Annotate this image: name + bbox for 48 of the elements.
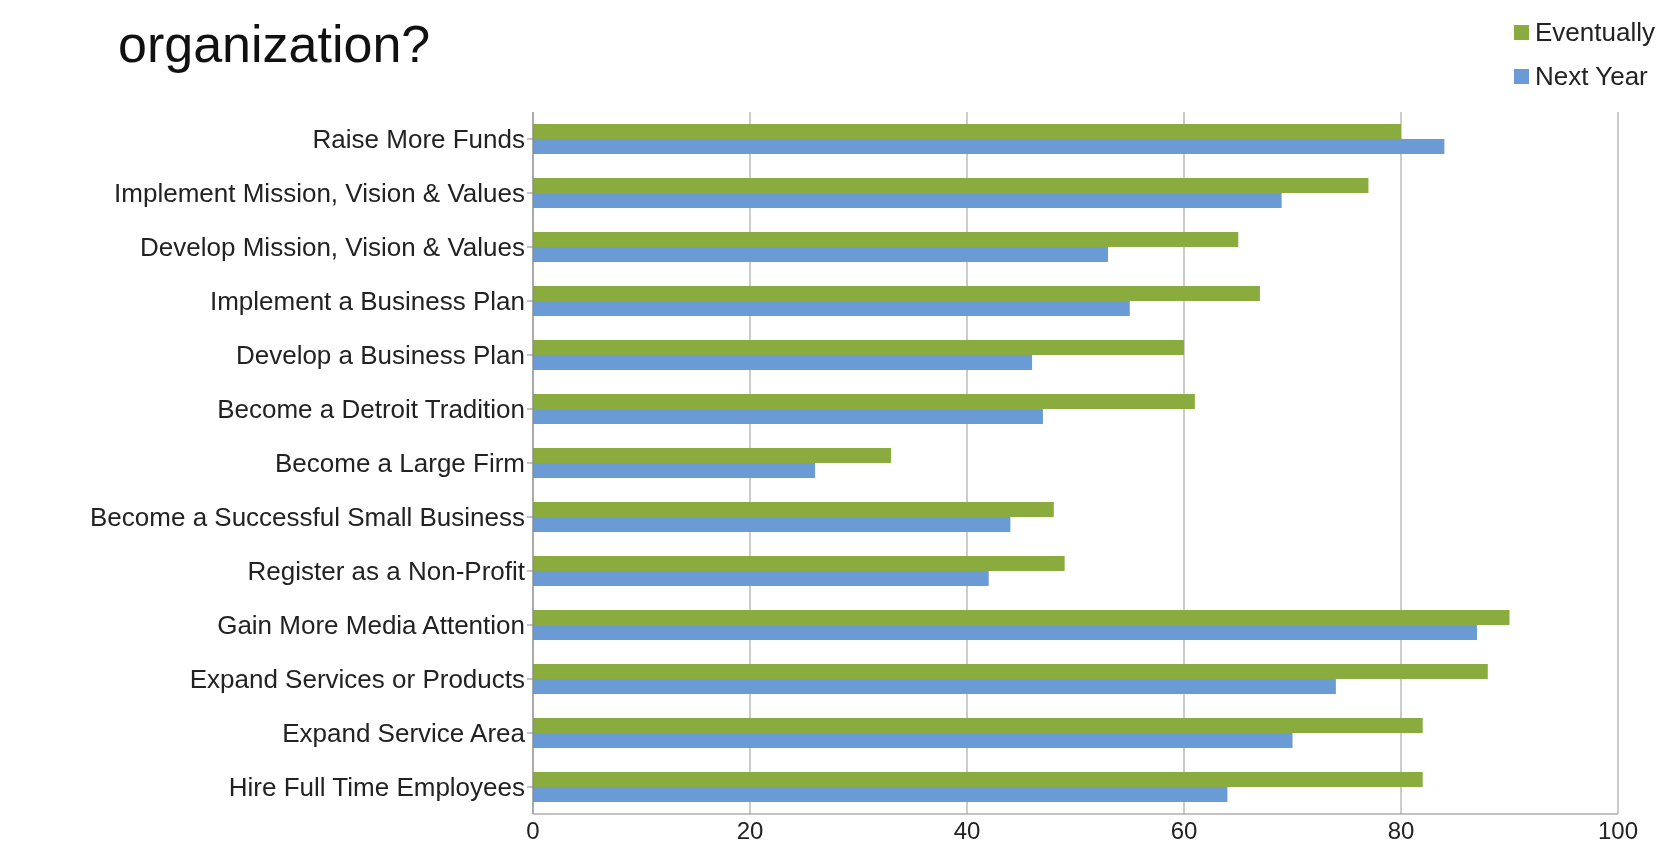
- bar: [533, 679, 1336, 694]
- bar: [533, 502, 1054, 517]
- y-tick-label: Gain More Media Attention: [217, 610, 525, 641]
- chart-title: organization?: [118, 14, 431, 74]
- bar: [533, 625, 1477, 640]
- bar: [533, 718, 1423, 733]
- y-tick-label: Implement Mission, Vision & Values: [114, 178, 525, 209]
- y-tick-label: Implement a Business Plan: [209, 286, 525, 317]
- bar: [533, 448, 892, 463]
- bar: [533, 247, 1109, 262]
- y-tick-label: Develop a Business Plan: [235, 340, 525, 371]
- y-tick-label: Become a Detroit Tradition: [217, 394, 525, 425]
- bar: [533, 610, 1510, 625]
- y-tick-label: Expand Services or Products: [189, 664, 525, 695]
- bar: [533, 664, 1488, 679]
- y-tick-label: Develop Mission, Vision & Values: [140, 232, 525, 263]
- bar: [533, 517, 1011, 532]
- y-tick-label: Become a Successful Small Business: [90, 502, 525, 533]
- bar: [533, 556, 1065, 571]
- bar: [533, 286, 1260, 301]
- y-tick-label: Hire Full Time Employees: [228, 772, 525, 803]
- bar: [533, 124, 1401, 139]
- legend-label: Eventually: [1535, 16, 1655, 48]
- x-tick-label: 60: [1170, 817, 1198, 845]
- y-tick-label: Raise More Funds: [312, 124, 525, 155]
- bar: [533, 340, 1184, 355]
- bar: [533, 733, 1293, 748]
- x-tick-label: 100: [1597, 817, 1639, 845]
- bar: [533, 409, 1043, 424]
- y-tick-label: Become a Large Firm: [275, 448, 525, 479]
- bar: [533, 787, 1228, 802]
- y-tick-label: Register as a Non-Profit: [247, 556, 526, 587]
- bar: [533, 232, 1239, 247]
- bar: [533, 193, 1282, 208]
- bar: [533, 139, 1445, 154]
- bar: [533, 301, 1130, 316]
- x-tick-label: 80: [1387, 817, 1415, 845]
- x-tick-label: 0: [526, 817, 540, 845]
- x-tick-label: 40: [953, 817, 981, 845]
- y-tick-label: Expand Service Area: [282, 718, 526, 749]
- bar: [533, 463, 816, 478]
- x-tick-label: 20: [736, 817, 764, 845]
- bar: [533, 178, 1369, 193]
- bar: [533, 571, 989, 586]
- legend-label: Next Year: [1535, 60, 1648, 92]
- bar: [533, 355, 1033, 370]
- bar: [533, 772, 1423, 787]
- bar: [533, 394, 1195, 409]
